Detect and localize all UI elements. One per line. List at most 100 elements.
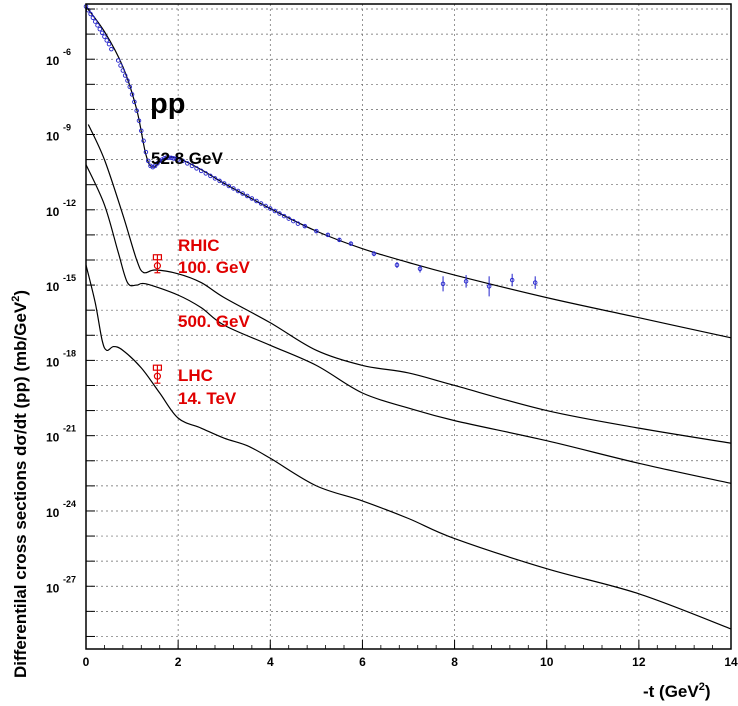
data-point bbox=[175, 157, 181, 162]
data-point bbox=[157, 158, 162, 164]
x-tick-label: 2 bbox=[175, 655, 182, 669]
data-points-52-8-gev bbox=[83, 4, 538, 297]
data-point bbox=[249, 196, 255, 201]
data-point bbox=[139, 128, 144, 133]
data-point bbox=[164, 155, 169, 160]
x-tick-label: 12 bbox=[632, 655, 646, 669]
data-point bbox=[134, 108, 139, 113]
data-point bbox=[272, 208, 278, 214]
data-point bbox=[212, 176, 218, 181]
annotation-pp: pp bbox=[150, 88, 185, 120]
data-point bbox=[268, 206, 273, 211]
y-axis-title: Differentilal cross sections dσ/dt (pp) … bbox=[10, 290, 30, 678]
data-point bbox=[295, 221, 301, 226]
theory-curves bbox=[85, 6, 732, 630]
data-point bbox=[198, 168, 204, 174]
x-tick-label: 14 bbox=[724, 655, 738, 669]
theory-curve-52-8-gev bbox=[85, 6, 732, 339]
data-point bbox=[291, 218, 296, 224]
data-point bbox=[148, 163, 153, 169]
data-point bbox=[302, 223, 308, 229]
data-point bbox=[463, 279, 469, 284]
data-point bbox=[162, 156, 167, 161]
data-point bbox=[152, 163, 158, 169]
y-tick-label-base: 10 bbox=[46, 355, 60, 369]
data-point bbox=[208, 173, 213, 179]
data-point bbox=[95, 23, 100, 28]
data-point bbox=[97, 26, 103, 32]
data-point bbox=[88, 11, 93, 17]
data-point bbox=[532, 280, 538, 285]
data-point bbox=[325, 232, 331, 238]
annotation-lhc: LHC bbox=[178, 366, 213, 385]
y-tick-label-base: 10 bbox=[46, 54, 60, 68]
data-point bbox=[244, 193, 250, 199]
data-point bbox=[314, 228, 319, 234]
data-point bbox=[263, 203, 268, 209]
y-tick-label-base: 10 bbox=[46, 280, 60, 294]
data-point bbox=[203, 171, 209, 176]
data-point bbox=[150, 164, 156, 170]
y-tick-label-base: 10 bbox=[46, 506, 60, 520]
data-point bbox=[129, 92, 135, 97]
data-point bbox=[125, 78, 130, 83]
x-tick-label: 6 bbox=[359, 655, 366, 669]
data-point bbox=[136, 118, 142, 123]
data-point bbox=[337, 237, 342, 243]
y-tick-label-base: 10 bbox=[46, 581, 60, 595]
data-point bbox=[99, 30, 105, 36]
data-point bbox=[258, 201, 264, 206]
data-point bbox=[194, 166, 199, 171]
y-tick-label-exponent: -21 bbox=[63, 424, 76, 434]
y-tick-label-base: 10 bbox=[46, 431, 60, 445]
data-point bbox=[281, 213, 287, 219]
data-point bbox=[120, 68, 126, 73]
y-tick-label-exponent: -12 bbox=[63, 198, 76, 208]
data-point bbox=[159, 157, 165, 162]
data-point bbox=[171, 156, 176, 161]
x-tick-label: 10 bbox=[540, 655, 554, 669]
y-tick-label-exponent: -15 bbox=[63, 273, 76, 283]
marker-lhc-point bbox=[153, 372, 162, 380]
data-point bbox=[348, 241, 354, 246]
data-point bbox=[102, 34, 107, 39]
y-tick-label-exponent: -9 bbox=[63, 123, 71, 133]
data-point bbox=[440, 281, 446, 287]
x-tick-label: 0 bbox=[83, 655, 90, 669]
data-point bbox=[180, 158, 185, 164]
data-point bbox=[166, 155, 172, 160]
data-point bbox=[155, 161, 160, 166]
x-axis-title: -t (GeV2) bbox=[643, 681, 711, 701]
data-point bbox=[173, 156, 179, 162]
data-point bbox=[277, 211, 282, 216]
data-point bbox=[217, 178, 222, 184]
data-point bbox=[185, 161, 190, 166]
data-point bbox=[371, 251, 377, 256]
y-tick-label-exponent: -6 bbox=[63, 47, 71, 57]
data-point bbox=[286, 216, 291, 221]
data-point bbox=[254, 198, 259, 204]
annotation-52-8-gev: 52.8 GeV bbox=[151, 149, 223, 168]
plot-frame bbox=[85, 3, 732, 650]
annotation-100-gev: 100. GeV bbox=[178, 258, 250, 277]
x-tick-label: 4 bbox=[267, 655, 274, 669]
data-point bbox=[226, 183, 232, 189]
y-tick-label-exponent: -18 bbox=[63, 348, 76, 358]
data-point bbox=[231, 186, 236, 191]
annotation-14-tev: 14. TeV bbox=[178, 389, 237, 408]
data-point bbox=[132, 99, 137, 105]
y-tick-label-exponent: -27 bbox=[63, 574, 76, 584]
data-point bbox=[106, 41, 112, 47]
data-point bbox=[235, 188, 241, 194]
rhic-lhc-markers bbox=[152, 254, 163, 384]
data-point bbox=[143, 149, 149, 155]
data-point bbox=[486, 284, 492, 289]
data-point bbox=[417, 266, 423, 272]
data-point bbox=[115, 58, 121, 63]
data-point bbox=[240, 191, 245, 196]
data-point bbox=[145, 158, 151, 164]
theory-curve-100-gev bbox=[87, 124, 732, 444]
annotation-rhic: RHIC bbox=[178, 236, 220, 255]
